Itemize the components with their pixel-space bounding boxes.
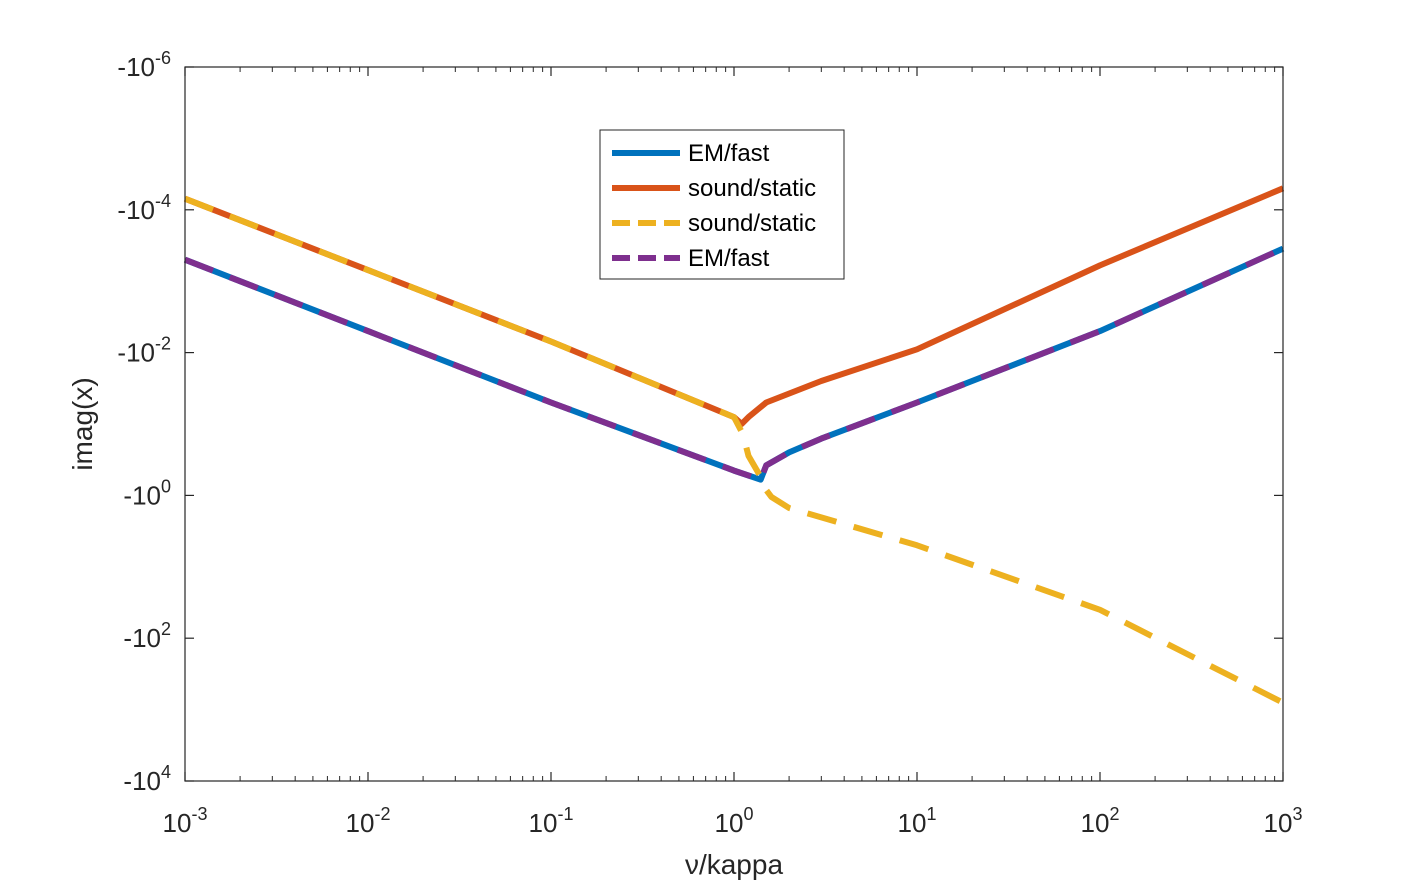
- y-tick-label: -104: [123, 762, 171, 796]
- x-tick-label: 103: [1264, 804, 1303, 838]
- legend-label-1: EM/fast: [688, 140, 770, 167]
- plot-area-frame: [184, 66, 1284, 782]
- legend-label-3: sound/static: [688, 210, 816, 237]
- x-axis-label: ν/kappa: [685, 849, 783, 880]
- series-line-2: [183, 185, 1285, 427]
- series-line-3: [183, 195, 1285, 706]
- y-tick-label: -10-2: [117, 334, 171, 368]
- y-tick-label: -10-6: [117, 48, 171, 82]
- x-tick-label: 10-3: [163, 804, 208, 838]
- x-tick-label: 10-2: [346, 804, 391, 838]
- x-tick-label: 101: [898, 804, 937, 838]
- x-tick-label: 10-1: [529, 804, 574, 838]
- y-tick-label: -100: [123, 476, 171, 510]
- legend: EM/fast sound/static sound/static EM/fast: [599, 129, 845, 280]
- x-tick-label: 100: [715, 804, 754, 838]
- y-tick-label: -102: [123, 619, 171, 653]
- y-tick-label: -10-4: [117, 191, 171, 225]
- tick-labels-layer: 10-3 10-2 10-1 100 101 102 103 -10-6 -10-4 -10-2 -…: [117, 48, 1302, 838]
- y-axis-label: imag(x): [67, 377, 98, 470]
- legend-label-4: EM/fast: [688, 245, 770, 272]
- series-line-4: [183, 245, 1285, 483]
- series-layer: [183, 185, 1285, 706]
- legend-label-2: sound/static: [688, 175, 816, 202]
- x-tick-label: 102: [1081, 804, 1120, 838]
